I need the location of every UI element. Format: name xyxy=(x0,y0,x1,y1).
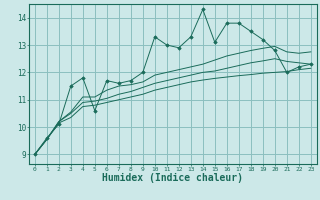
X-axis label: Humidex (Indice chaleur): Humidex (Indice chaleur) xyxy=(102,173,243,183)
